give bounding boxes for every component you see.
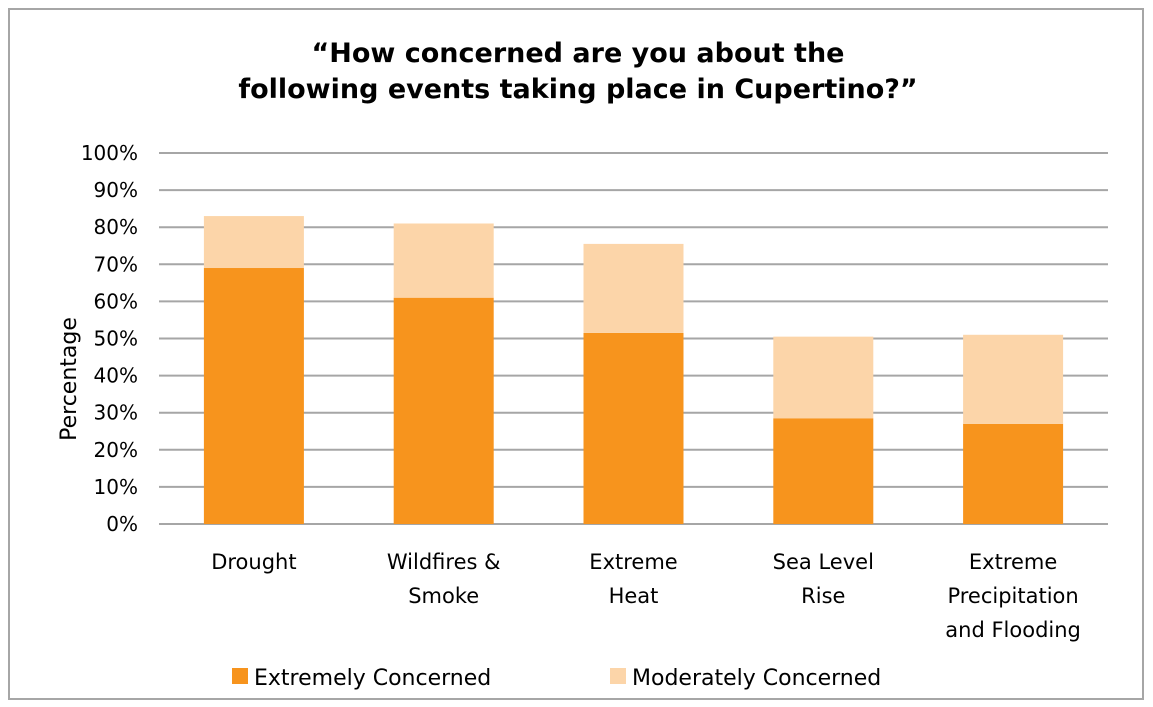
- y-axis-label: Percentage: [57, 317, 82, 441]
- y-tick-label: 30%: [94, 401, 138, 425]
- legend-label: Extremely Concerned: [254, 666, 491, 691]
- legend-label: Moderately Concerned: [632, 666, 881, 691]
- y-tick-label: 60%: [94, 289, 138, 313]
- chart-title: “How concerned are you about the followi…: [238, 38, 917, 105]
- x-category-label: Wildfires &: [387, 550, 501, 574]
- y-tick-label: 80%: [94, 215, 138, 239]
- y-tick-label: 90%: [94, 178, 138, 202]
- stacked-bar-chart: “How concerned are you about the followi…: [57, 38, 1108, 691]
- x-category-label: and Flooding: [945, 618, 1081, 642]
- y-tick-label: 0%: [106, 512, 138, 536]
- x-category-label: Extreme: [589, 550, 677, 574]
- x-category-label: Smoke: [408, 584, 479, 608]
- y-tick-label: 50%: [94, 327, 138, 351]
- x-category-label: Drought: [211, 550, 296, 574]
- y-tick-label: 10%: [94, 475, 138, 499]
- bar-moderately-concerned: [963, 334, 1064, 424]
- x-category-label: Heat: [609, 584, 659, 608]
- bar-moderately-concerned: [393, 223, 494, 298]
- x-category-label: Precipitation: [947, 584, 1078, 608]
- bar-moderately-concerned: [583, 243, 684, 333]
- bar-extremely-concerned: [773, 418, 874, 524]
- y-tick-label: 40%: [94, 364, 138, 388]
- bar-extremely-concerned: [393, 297, 494, 524]
- legend: Extremely Concerned Moderately Concerned: [232, 666, 881, 691]
- y-tick-label: 70%: [94, 252, 138, 276]
- bar-extremely-concerned: [583, 332, 684, 524]
- chart-title-line-1: “How concerned are you about the: [312, 38, 845, 69]
- y-axis-ticks: 0% 10% 20% 30% 40% 50% 60% 70% 80% 90% 100%: [81, 141, 138, 536]
- x-category-label: Rise: [801, 584, 845, 608]
- bars: [203, 216, 1064, 524]
- x-category-label: Extreme: [969, 550, 1057, 574]
- chart-title-line-2: following events taking place in Cuperti…: [238, 74, 917, 105]
- chart-frame: “How concerned are you about the followi…: [8, 8, 1144, 700]
- bar-extremely-concerned: [963, 423, 1064, 524]
- x-category-label: Sea Level: [773, 550, 874, 574]
- legend-swatch: [232, 668, 248, 684]
- x-axis-categories: Drought Wildfires & Smoke Extreme Heat Sea Le…: [211, 550, 1081, 642]
- legend-swatch: [610, 668, 626, 684]
- y-tick-label: 100%: [81, 141, 138, 165]
- bar-moderately-concerned: [773, 336, 874, 419]
- bar-moderately-concerned: [203, 216, 304, 269]
- bar-extremely-concerned: [203, 268, 304, 524]
- y-tick-label: 20%: [94, 438, 138, 462]
